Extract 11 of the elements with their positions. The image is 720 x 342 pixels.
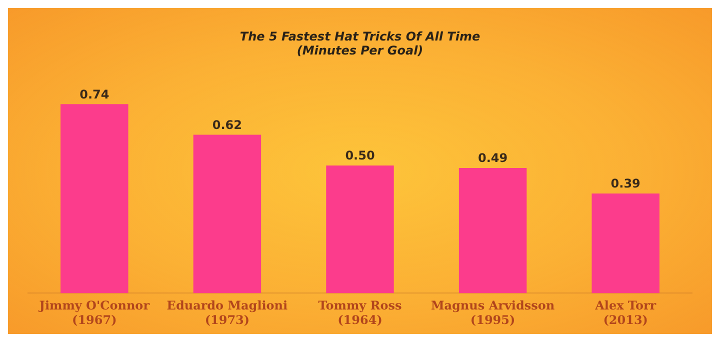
x-tick-label: Tommy Ross (1964) xyxy=(318,298,402,327)
data-label: 0.74 xyxy=(80,87,110,102)
data-label: 0.50 xyxy=(345,148,375,163)
data-label: 0.49 xyxy=(478,151,508,166)
chart-title: The 5 Fastest Hat Tricks Of All Time (Minutes Per Goal) xyxy=(240,29,480,58)
data-label: 0.39 xyxy=(610,176,640,191)
x-tick-label: Alex Torr (2013) xyxy=(594,298,657,327)
x-tick-label: Magnus Arvidsson (1995) xyxy=(430,298,555,327)
x-tick-label: Eduardo Maglioni (1973) xyxy=(166,298,288,327)
x-tick-label: Jimmy O'Connor (1967) xyxy=(38,298,150,327)
data-label: 0.62 xyxy=(212,118,242,132)
